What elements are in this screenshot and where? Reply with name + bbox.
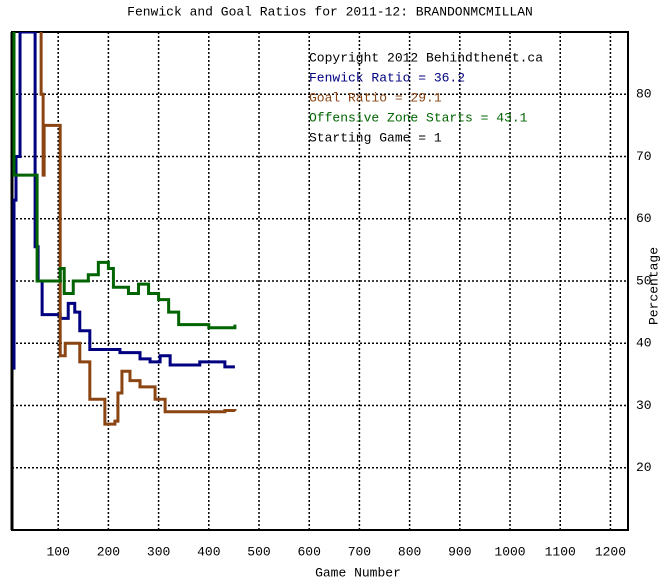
x-tick-label: 400 — [197, 544, 220, 559]
y-tick-label: 40 — [636, 336, 652, 351]
x-tick-label: 500 — [247, 544, 270, 559]
x-tick-label: 1100 — [545, 544, 576, 559]
x-tick-label: 200 — [97, 544, 120, 559]
y-axis-label: Percentage — [646, 247, 661, 325]
annotation: Fenwick Ratio = 36.2 — [309, 70, 465, 85]
x-tick-label: 100 — [46, 544, 69, 559]
annotation: Goal Ratio = 29.1 — [309, 90, 442, 105]
y-tick-label: 20 — [636, 460, 652, 475]
series-line — [12, 32, 235, 370]
x-tick-label: 700 — [348, 544, 371, 559]
x-tick-label: 1200 — [595, 544, 626, 559]
y-tick-label: 70 — [636, 149, 652, 164]
chart-title: Fenwick and Goal Ratios for 2011-12: BRA… — [127, 4, 533, 19]
annotation: Offensive Zone Starts = 43.1 — [309, 110, 528, 125]
x-tick-label: 900 — [448, 544, 471, 559]
y-tick-label: 30 — [636, 398, 652, 413]
x-tick-label: 600 — [298, 544, 321, 559]
x-axis-label: Game Number — [315, 565, 401, 580]
x-tick-label: 300 — [147, 544, 170, 559]
annotation: Starting Game = 1 — [309, 130, 442, 145]
series-line — [39, 32, 237, 426]
y-tick-label: 60 — [636, 211, 652, 226]
x-tick-label: 800 — [398, 544, 421, 559]
y-tick-label: 80 — [636, 87, 652, 102]
series-line — [12, 32, 237, 330]
y-tick-label: 50 — [636, 273, 652, 288]
annotation: Copyright 2012 Behindthenet.ca — [309, 50, 543, 65]
x-tick-label: 1000 — [494, 544, 525, 559]
